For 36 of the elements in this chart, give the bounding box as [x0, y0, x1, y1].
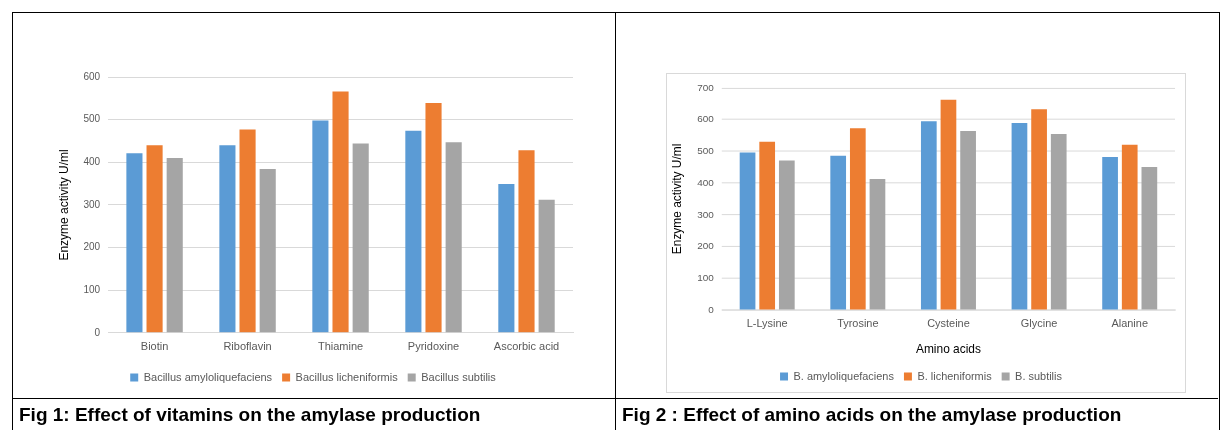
- x-tick-label: Pyridoxine: [407, 340, 460, 353]
- y-tick-label: 200: [697, 240, 715, 252]
- y-tick-label: 200: [83, 241, 101, 253]
- legend-label: B. licheniformis: [917, 369, 993, 382]
- x-tick-label: Biotin: [140, 340, 169, 353]
- caption: Fig 1: Effect of vitamins on the amylase production: [13, 398, 615, 430]
- y-tick-label: 0: [708, 303, 715, 315]
- x-tick-label: Riboflavin: [223, 340, 272, 353]
- y-tick-label: 500: [83, 113, 101, 125]
- x-tick-label: Cysteine: [927, 317, 970, 330]
- y-axis-title: Enzyme activity U/ml: [670, 143, 685, 255]
- x-tick-label: Alanine: [1111, 317, 1148, 330]
- legend-label: Bacillus amyloliquefaciens: [143, 370, 273, 383]
- y-tick-label: 400: [83, 156, 101, 168]
- y-tick-label: 100: [697, 271, 715, 283]
- x-tick-label: L-Lysine: [746, 317, 788, 330]
- x-tick-label: Tyrosine: [837, 317, 879, 330]
- legend-label: Bacillus licheniformis: [295, 370, 399, 383]
- caption: Fig 2 : Effect of amino acids on the amylase production: [616, 398, 1218, 430]
- y-tick-label: 400: [697, 176, 715, 188]
- legend-label: B. subtilis: [1015, 369, 1063, 382]
- y-tick-label: 700: [697, 81, 715, 93]
- y-tick-label: 600: [697, 113, 715, 125]
- y-tick-label: 500: [697, 145, 715, 157]
- legend-label: Bacillus subtilis: [421, 370, 497, 383]
- x-tick-label: Thiamine: [317, 340, 364, 353]
- x-tick-label: Glycine: [1020, 317, 1058, 330]
- x-axis-title: Amino acids: [915, 342, 981, 357]
- y-tick-label: 300: [83, 198, 101, 210]
- y-tick-label: 600: [83, 70, 101, 82]
- y-axis-title: Enzyme activity U/ml: [56, 149, 71, 261]
- y-tick-label: 0: [94, 326, 101, 338]
- x-tick-label: Ascorbic acid: [493, 340, 560, 353]
- legend-label: B. amyloliquefaciens: [793, 369, 895, 382]
- y-tick-label: 100: [83, 283, 101, 295]
- y-tick-label: 300: [697, 208, 715, 220]
